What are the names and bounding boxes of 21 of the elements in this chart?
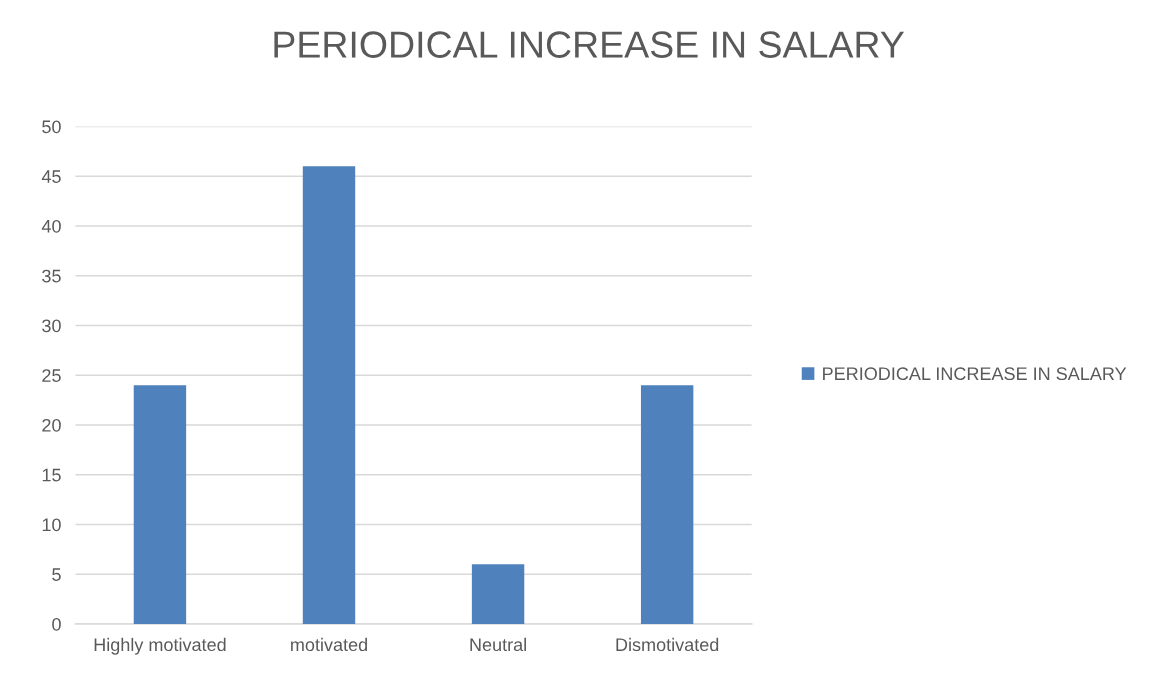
- y-tick-label: 5: [52, 568, 61, 581]
- x-tick-label: Dismotivated: [616, 637, 719, 652]
- y-tick-label: 50: [42, 120, 61, 134]
- y-tick-label: 45: [41, 170, 61, 183]
- y-tick-label: 0: [52, 617, 61, 631]
- y-tick-label: 30: [42, 319, 61, 333]
- y-tick-label: 40: [41, 219, 61, 233]
- chart-title: PERIODICAL INCREASE IN SALARY: [274, 31, 905, 58]
- x-tick-label: Highly motivated: [94, 637, 226, 655]
- y-tick-label: 15: [42, 468, 61, 482]
- bar: [302, 166, 356, 624]
- bar: [133, 385, 187, 624]
- bar: [471, 564, 525, 624]
- bar: [640, 385, 694, 624]
- y-tick-label: 20: [42, 418, 61, 432]
- y-tick-label: 25: [42, 369, 61, 382]
- legend-label: PERIODICAL INCREASE IN SALARY: [823, 367, 1127, 381]
- y-tick-label: 10: [42, 518, 61, 532]
- x-tick-label: Neutral: [470, 637, 526, 652]
- y-tick-label: 35: [42, 269, 61, 283]
- x-tick-label: motivated: [291, 637, 367, 652]
